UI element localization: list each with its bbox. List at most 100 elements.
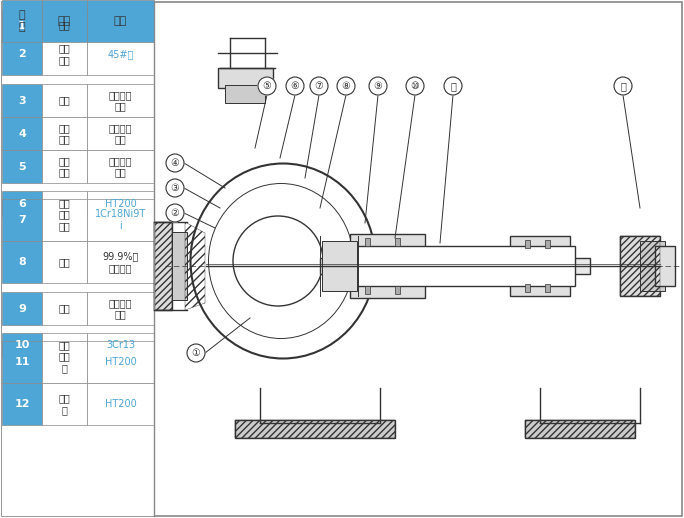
Bar <box>510 236 570 296</box>
Text: ⑨: ⑨ <box>373 81 382 91</box>
Text: ①: ① <box>192 348 200 358</box>
Bar <box>87 292 154 325</box>
Bar <box>42 117 87 150</box>
Circle shape <box>614 77 632 95</box>
Bar <box>320 258 590 274</box>
Bar <box>42 199 87 241</box>
Circle shape <box>258 77 276 95</box>
Bar <box>640 241 665 291</box>
Bar <box>2 292 42 325</box>
Bar <box>235 420 395 438</box>
Bar <box>325 246 575 286</box>
Bar <box>87 241 154 283</box>
Text: 联轴
器: 联轴 器 <box>59 393 70 415</box>
Circle shape <box>406 77 424 95</box>
Bar <box>154 222 172 310</box>
Bar <box>655 246 675 286</box>
Text: 1: 1 <box>18 21 26 31</box>
Text: HT200: HT200 <box>105 399 136 409</box>
Text: 4: 4 <box>18 128 26 138</box>
Text: ⑥: ⑥ <box>291 81 300 91</box>
Bar <box>87 191 154 216</box>
Bar <box>2 383 42 425</box>
Text: 填充四氟
乙烯: 填充四氟 乙烯 <box>109 298 132 319</box>
Bar <box>620 236 660 296</box>
Text: ⑧: ⑧ <box>341 81 350 91</box>
Bar <box>545 240 550 248</box>
Bar <box>525 420 635 438</box>
Circle shape <box>337 77 355 95</box>
Bar <box>225 85 265 103</box>
Circle shape <box>166 204 184 222</box>
Text: 45#钢: 45#钢 <box>107 49 133 59</box>
Bar <box>2 2 154 516</box>
Text: HT200: HT200 <box>105 21 136 31</box>
Text: HT200: HT200 <box>105 357 136 367</box>
Text: 5: 5 <box>18 162 26 171</box>
Bar <box>42 150 87 183</box>
Bar <box>87 84 154 117</box>
Text: 6: 6 <box>18 198 26 209</box>
Bar <box>2 241 42 283</box>
Bar <box>365 238 370 246</box>
Bar <box>42 241 87 283</box>
Bar <box>365 286 370 294</box>
Circle shape <box>187 344 205 362</box>
Bar <box>2 33 42 75</box>
Bar <box>2 0 42 42</box>
Bar <box>42 292 87 325</box>
Text: 泵体: 泵体 <box>59 21 70 31</box>
Text: 序
号: 序 号 <box>18 10 25 32</box>
Bar <box>620 236 660 296</box>
Bar <box>525 240 530 248</box>
Text: 泵盖: 泵盖 <box>59 198 70 209</box>
Bar <box>87 0 154 42</box>
Text: 12: 12 <box>14 399 29 409</box>
Text: 7: 7 <box>18 215 26 225</box>
Text: 轴承
体: 轴承 体 <box>59 351 70 373</box>
Text: 3: 3 <box>18 95 26 106</box>
Text: 静环: 静环 <box>59 257 70 267</box>
Circle shape <box>369 77 387 95</box>
Text: 3Cr13: 3Cr13 <box>106 340 135 351</box>
Bar <box>42 84 87 117</box>
Text: 叶轮: 叶轮 <box>59 95 70 106</box>
Bar <box>42 333 87 358</box>
Text: 8: 8 <box>18 257 26 267</box>
Bar <box>87 33 154 75</box>
Bar <box>395 238 400 246</box>
Bar <box>235 420 395 438</box>
Bar <box>350 234 425 298</box>
Bar <box>2 9 42 42</box>
Text: ④: ④ <box>170 158 179 168</box>
Text: 1Cr18Ni9T
i: 1Cr18Ni9T i <box>95 209 146 231</box>
Ellipse shape <box>233 216 323 306</box>
Bar <box>525 420 635 438</box>
Bar <box>545 284 550 292</box>
Circle shape <box>310 77 328 95</box>
Text: 11: 11 <box>14 357 29 367</box>
Bar <box>2 333 42 358</box>
Bar <box>2 150 42 183</box>
Bar <box>218 68 273 88</box>
Circle shape <box>166 154 184 172</box>
Circle shape <box>166 179 184 197</box>
Bar <box>2 117 42 150</box>
Text: 2: 2 <box>18 49 26 59</box>
Bar <box>42 383 87 425</box>
Bar <box>87 150 154 183</box>
Bar <box>87 341 154 383</box>
Bar <box>87 117 154 150</box>
Bar <box>172 232 187 300</box>
Bar <box>42 341 87 383</box>
Text: 泵盖
衬里: 泵盖 衬里 <box>59 156 70 177</box>
Circle shape <box>286 77 304 95</box>
Text: 叶轮
骨架: 叶轮 骨架 <box>59 43 70 65</box>
Text: 泵轴: 泵轴 <box>59 340 70 351</box>
Bar <box>395 286 400 294</box>
Bar <box>154 222 172 310</box>
Bar <box>2 199 42 241</box>
Bar <box>87 383 154 425</box>
Text: 名称: 名称 <box>58 16 71 26</box>
Text: ③: ③ <box>170 183 179 193</box>
